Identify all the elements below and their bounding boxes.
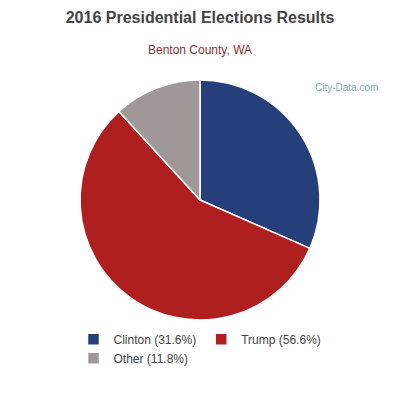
svg-text:City-Data.com: City-Data.com <box>315 82 378 93</box>
svg-text:Benton County, WA: Benton County, WA <box>148 43 252 57</box>
svg-text:Trump (56.6%): Trump (56.6%) <box>241 333 321 347</box>
svg-text:2016 Presidential Elections Re: 2016 Presidential Elections Results <box>66 9 335 26</box>
svg-text:Other (11.8%): Other (11.8%) <box>114 352 188 366</box>
svg-text:Clinton (31.6%): Clinton (31.6%) <box>114 333 197 347</box>
